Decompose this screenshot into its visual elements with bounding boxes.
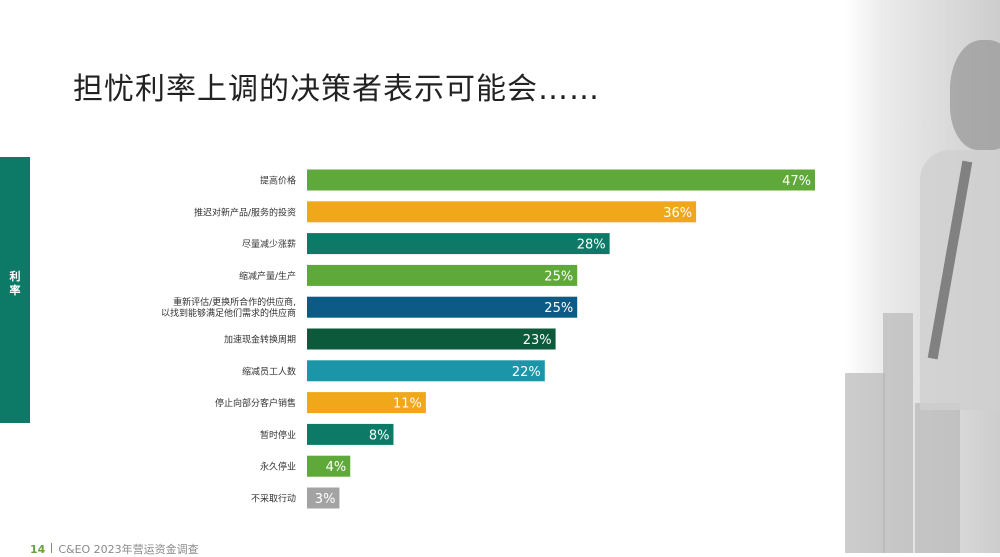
bar-value-label: 25% [544,301,573,316]
bar [307,201,697,223]
bar [307,233,610,255]
bar-value-label: 36% [663,206,692,221]
bar-value-label: 47% [782,174,811,189]
footer-text: C&EO 2023年营运资金调查 [58,543,199,556]
photo-building [915,403,960,553]
bar-value-label: 8% [369,428,390,443]
category-label: 永久停业 [260,461,296,473]
photo-building [845,373,885,553]
bar [307,392,426,414]
bar [307,296,578,318]
side-tab [0,157,30,423]
footer: 14 C&EO 2023年营运资金调查 [30,541,199,557]
bar [307,455,351,477]
bar-value-label: 23% [523,333,552,348]
bar-value-label: 3% [315,492,336,507]
bar-value-label: 25% [544,269,573,284]
bar [307,169,815,191]
bar [307,264,578,286]
photo-building [883,313,913,553]
category-label: 以找到能够满足他们需求的供应商 [161,307,296,319]
category-label: 停止向部分客户销售 [215,397,296,409]
category-label: 尽量减少涨薪 [242,238,296,250]
photo-person-head [950,40,1000,150]
page-title: 担忧利率上调的决策者表示可能会…… [73,72,600,107]
category-label: 加速现金转换周期 [224,334,296,346]
category-label: 提高价格 [260,175,296,187]
category-label: 不采取行动 [251,493,296,505]
bar [307,423,394,445]
side-tab-char: 率 [9,284,21,297]
side-tab-label: 利 率 [0,270,30,298]
category-label: 推迟对新产品/服务的投资 [194,206,296,218]
bar [307,360,545,382]
category-label: 暂时停业 [260,429,296,441]
category-label: 重新评估/更换所合作的供应商, [173,296,296,308]
bar-value-label: 11% [393,397,422,412]
bar [307,487,340,509]
bar-value-label: 22% [512,365,541,380]
background-photo [845,0,1000,553]
bar-value-label: 4% [326,460,347,475]
bar [307,328,556,350]
page-number: 14 [30,543,46,556]
bar-value-label: 28% [577,238,606,253]
footer-divider [51,543,53,553]
category-label: 缩减员工人数 [242,365,296,377]
category-label: 缩减产量/生产 [239,270,296,282]
side-tab-char: 利 [9,270,21,283]
